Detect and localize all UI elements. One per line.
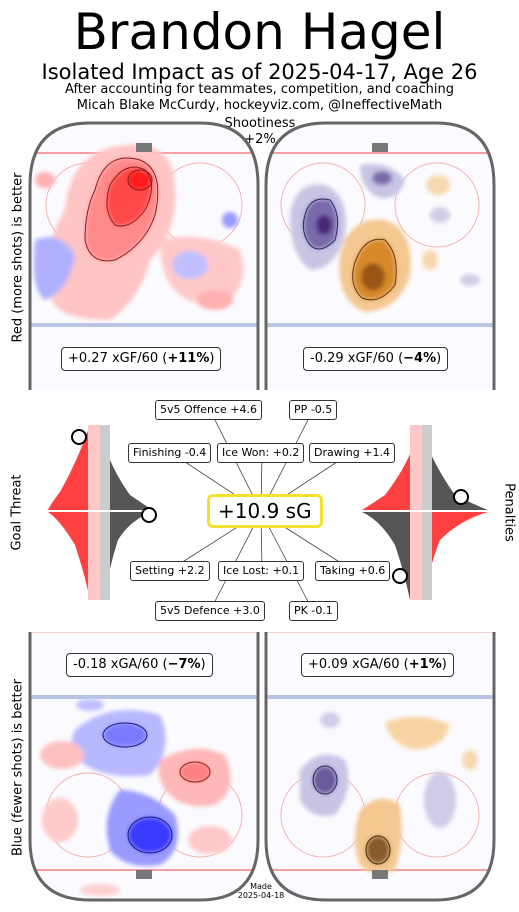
component-finishing: Finishing -0.4 [128,443,212,463]
xgf-pp-suffix: ) [436,351,442,366]
xga-pk-box: +0.09 xGA/60 (+1%) [301,653,454,677]
xga-5v5-box: -0.18 xGA/60 (−7%) [66,653,213,677]
xga-pk-pct: +1% [408,657,442,672]
component-pp: PP -0.5 [289,400,338,420]
shootiness-value: +2% [244,132,276,147]
xga-5v5-prefix: -0.18 xGA/60 ( [73,657,168,672]
xgf-5v5-suffix: ) [209,351,215,366]
credit-line-1: After accounting for teammates, competit… [65,82,454,97]
shootiness-label: Shootiness [224,116,296,131]
xgf-5v5-pct: +11% [167,351,210,366]
xgf-5v5-prefix: +0.27 xGF/60 ( [68,351,168,366]
made-date: 2025-04-18 [237,891,285,900]
xga-pk-suffix: ) [441,657,447,672]
page-subtitle: Isolated Impact as of 2025-04-17, Age 26 [41,60,478,84]
penalties-distribution [355,425,495,600]
drawing-marker [453,489,469,505]
penalties-label: Penalties [501,483,517,542]
top-side-label: Red (more shots) is better [10,172,26,343]
component-drawing: Drawing +1.4 [309,443,395,463]
component-5v5-offence: 5v5 Offence +4.6 [155,400,263,420]
xgf-pp-prefix: -0.29 xGF/60 ( [310,351,404,366]
component-5v5-defence: 5v5 Defence +3.0 [155,601,265,621]
xga-5v5-pct: −7% [167,657,201,672]
total-sg-box: +10.9 sG [207,494,323,528]
xgf-pp-pct: −4% [403,351,437,366]
xga-5v5-suffix: ) [200,657,206,672]
component-ice-won: Ice Won: +0.2 [217,443,305,463]
setting-marker [141,507,157,523]
finishing-marker [71,429,87,445]
credit-line-2: Micah Blake McCurdy, hockeyviz.com, @Ine… [76,98,443,113]
goal-threat-label: Goal Threat [9,474,25,551]
component-pk: PK -0.1 [289,601,338,621]
xga-pk-prefix: +0.09 xGA/60 ( [308,657,409,672]
component-ice-lost: Ice Lost: +0.1 [218,561,305,581]
component-taking: Taking +0.6 [315,561,391,581]
xgf-5v5-box: +0.27 xGF/60 (+11%) [61,347,222,371]
component-setting: Setting +2.2 [130,561,210,581]
made-label: Made [250,882,272,891]
made-stamp: Made 2025-04-18 [231,882,291,900]
xgf-pp-box: -0.29 xGF/60 (−4%) [303,347,449,371]
bottom-side-label: Blue (fewer shots) is better [10,679,26,856]
goal-threat-distribution [40,425,160,600]
page-title: Brandon Hagel [73,3,446,61]
taking-marker [392,568,408,584]
rink-pp-offence [264,121,496,390]
rink-5v5-offence [28,121,260,390]
